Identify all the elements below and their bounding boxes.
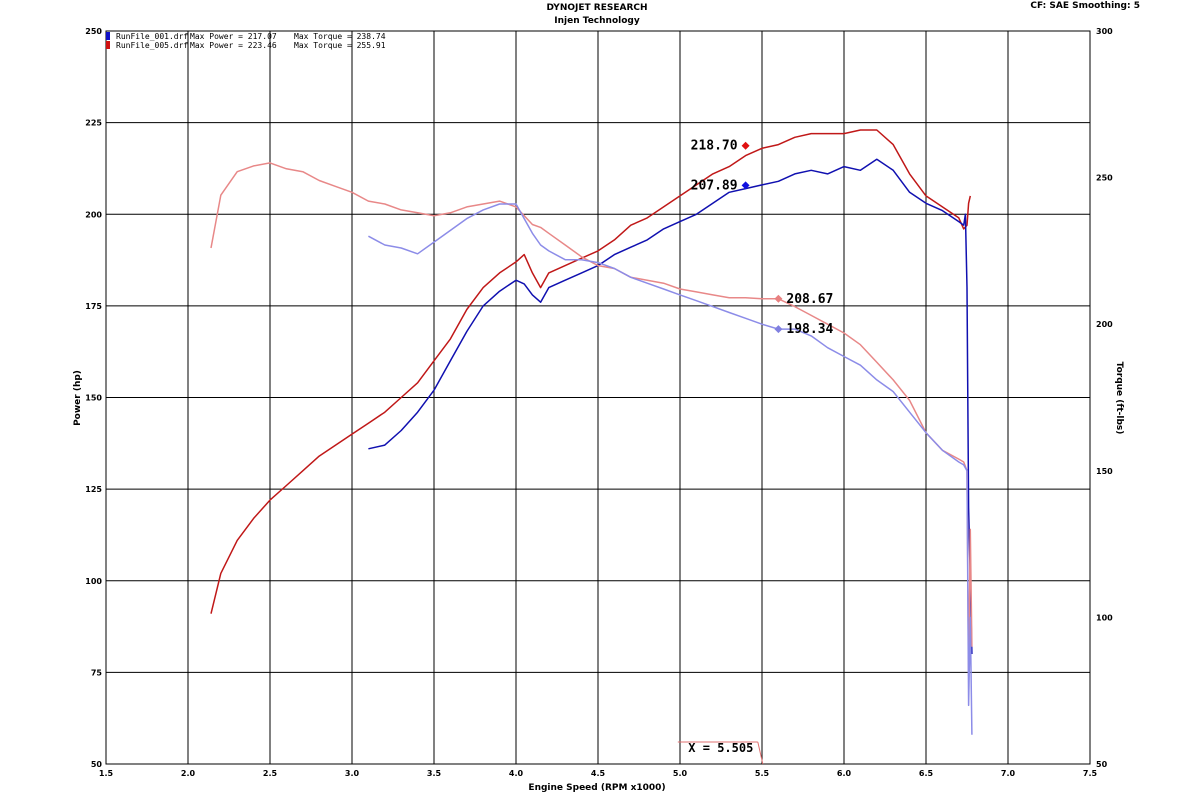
marker-label: 218.70 — [691, 139, 738, 154]
x-tick-label: 6.5 — [919, 769, 934, 778]
series-lines — [210, 129, 973, 735]
x-tick-label: 3.0 — [345, 769, 360, 778]
y-tick-label: 75 — [91, 668, 103, 677]
marker-label: 207.89 — [691, 178, 738, 193]
y-axis-label: Power (hp) — [73, 370, 83, 426]
x-tick-label: 2.0 — [181, 769, 196, 778]
y-tick-label: 125 — [85, 485, 102, 494]
legend-torque: Max Torque = 255.91 — [294, 41, 386, 50]
x-axis-label: Engine Speed (RPM x1000) — [528, 783, 665, 793]
series-line — [368, 158, 973, 655]
legend-swatch — [106, 32, 110, 40]
cursor-label: X = 5.505 — [688, 741, 753, 755]
x-tick-label: 5.0 — [673, 769, 688, 778]
y-tick-label: 100 — [85, 577, 102, 586]
series-line — [210, 162, 973, 677]
y-tick-label: 200 — [85, 210, 102, 219]
legend-file: RunFile_005.drf — [116, 41, 188, 50]
chart-title: DYNOJET RESEARCH — [546, 3, 647, 13]
y2-tick-label: 300 — [1096, 27, 1113, 36]
marker-point — [774, 294, 783, 303]
legend-power: Max Power = 223.46 — [190, 41, 277, 50]
x-tick-label: 1.5 — [99, 769, 114, 778]
x-tick-labels: 1.5 2.0 2.5 3.0 3.5 4.0 4.5 5.0 5.5 6.0 6.5 7.0 7.5 — [99, 769, 1098, 778]
legend-swatch — [106, 41, 110, 49]
value-markers: 218.70 207.89 208.67 198.34 — [691, 139, 834, 337]
y2-tick-label: 100 — [1096, 613, 1113, 622]
y2-axis-label: Torque (ft-lbs) — [1114, 362, 1124, 435]
x-tick-label: 7.5 — [1083, 769, 1098, 778]
settings-text: CF: SAE Smoothing: 5 — [1030, 1, 1140, 11]
legend-file: RunFile_001.drf — [116, 32, 188, 41]
grid — [105, 30, 1091, 765]
y2-tick-labels: 50 100 150 200 250 300 — [1096, 27, 1113, 769]
x-tick-label: 2.5 — [263, 769, 278, 778]
x-tick-label: 6.0 — [837, 769, 852, 778]
y2-tick-label: 50 — [1096, 760, 1108, 769]
y-tick-label: 175 — [85, 302, 102, 311]
y-tick-label: 50 — [91, 760, 103, 769]
y-tick-label: 225 — [85, 119, 102, 128]
marker-point — [774, 325, 783, 334]
x-tick-label: 3.5 — [427, 769, 442, 778]
legend-torque: Max Torque = 238.74 — [294, 32, 386, 41]
y-tick-label: 150 — [85, 394, 102, 403]
legend-power: Max Power = 217.07 — [190, 32, 277, 41]
x-tick-label: 4.0 — [509, 769, 524, 778]
y2-tick-label: 250 — [1096, 174, 1113, 183]
y-tick-label: 250 — [85, 27, 102, 36]
series-line — [210, 129, 972, 614]
x-tick-label: 5.5 — [755, 769, 770, 778]
y2-tick-label: 150 — [1096, 467, 1113, 476]
chart-subtitle: Injen Technology — [554, 16, 640, 26]
plot-frame — [105, 30, 1091, 765]
marker-point — [741, 141, 750, 150]
marker-label: 208.67 — [786, 292, 833, 307]
marker-point — [741, 181, 750, 190]
legend: RunFile_001.drf Max Power = 217.07 Max Tor… — [106, 32, 386, 50]
y2-tick-label: 200 — [1096, 320, 1113, 329]
cursor-readout: X = 5.505 — [677, 741, 764, 765]
marker-label: 198.34 — [786, 322, 833, 337]
x-tick-label: 4.5 — [591, 769, 606, 778]
x-tick-label: 7.0 — [1001, 769, 1016, 778]
series-line — [368, 203, 973, 735]
cursor-line — [757, 741, 764, 765]
y-tick-labels: 50 75 100 125 150 175 200 225 250 — [85, 27, 102, 769]
